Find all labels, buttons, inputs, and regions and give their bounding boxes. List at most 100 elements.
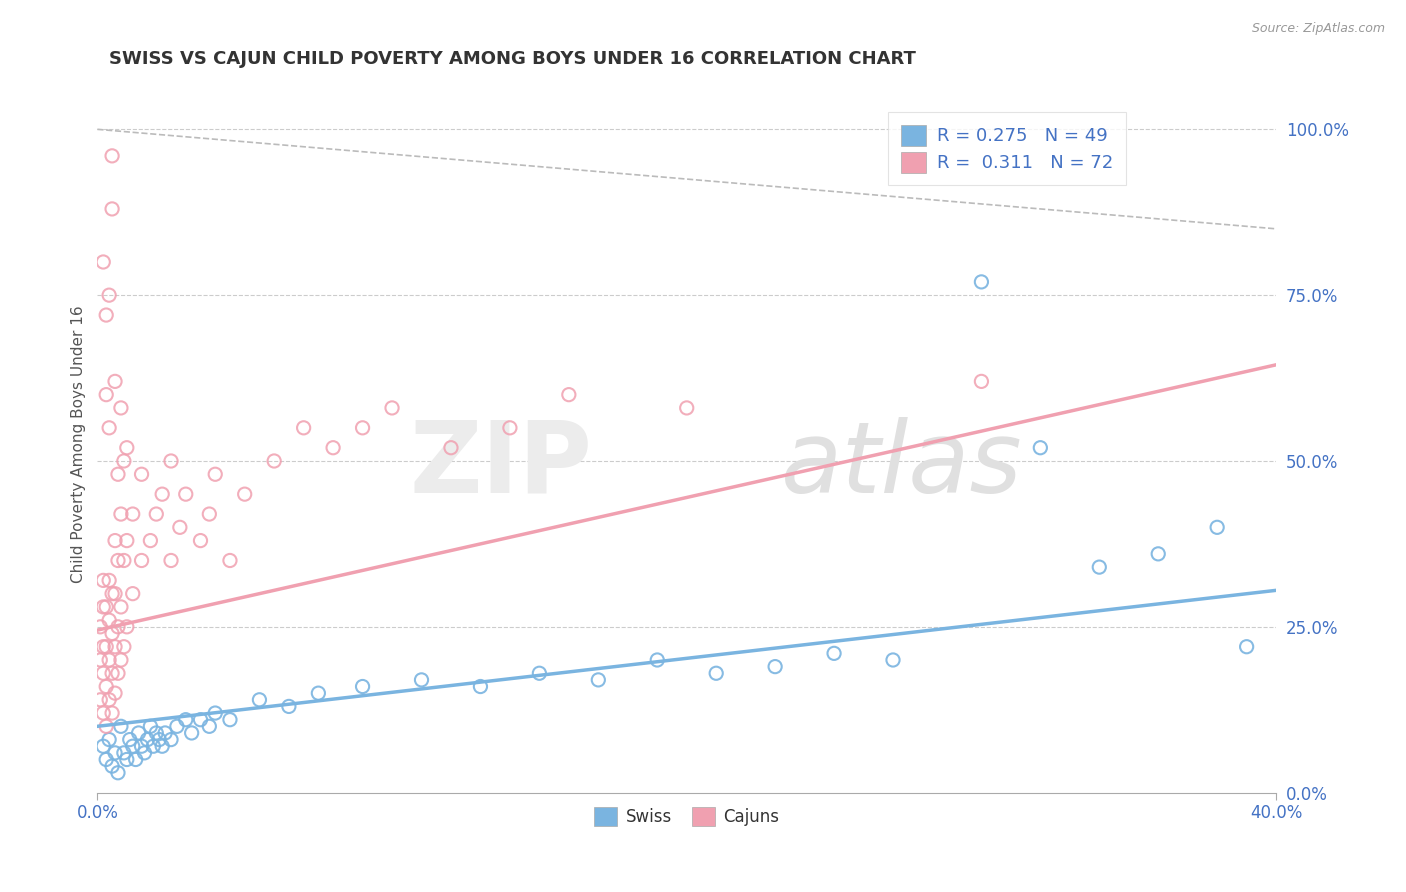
Point (104, 375, 127, 389)
Point (96, 599, 118, 614)
Point (174, 713, 197, 727)
Point (104, 746, 127, 760)
Point (128, 726, 150, 740)
Text: atlas: atlas (780, 417, 1022, 514)
Point (675, 401, 697, 415)
Point (219, 553, 242, 567)
Point (233, 487, 256, 501)
Point (142, 739, 165, 754)
Point (150, 487, 173, 501)
Point (1029, 441, 1052, 455)
Point (131, 553, 153, 567)
Point (107, 553, 129, 567)
Point (110, 719, 132, 733)
Point (101, 587, 124, 601)
Point (91, 640, 114, 654)
Point (139, 719, 162, 733)
Y-axis label: Child Poverty Among Boys Under 16: Child Poverty Among Boys Under 16 (72, 306, 86, 583)
Point (101, 666, 124, 681)
Point (96, 752, 118, 766)
Point (190, 533, 212, 548)
Point (107, 765, 129, 780)
Point (107, 666, 129, 681)
Point (204, 467, 226, 482)
Point (160, 732, 183, 747)
Point (98, 693, 121, 707)
Point (96, 719, 118, 733)
Point (198, 507, 221, 521)
Point (101, 706, 124, 720)
Point (98, 574, 121, 588)
Point (91, 574, 114, 588)
Point (112, 454, 135, 468)
Point (112, 553, 135, 567)
Point (96, 680, 118, 694)
Point (89, 620, 111, 634)
Point (98, 653, 121, 667)
Point (98, 421, 121, 435)
Point (101, 149, 124, 163)
Point (352, 680, 374, 694)
Point (134, 746, 156, 760)
Point (352, 421, 374, 435)
Point (96, 387, 118, 401)
Point (101, 202, 124, 216)
Point (115, 533, 138, 548)
Text: Source: ZipAtlas.com: Source: ZipAtlas.com (1251, 22, 1385, 36)
Point (180, 726, 202, 740)
Point (139, 533, 162, 548)
Point (169, 520, 191, 534)
Point (110, 401, 132, 415)
Point (115, 620, 138, 634)
Point (160, 454, 183, 468)
Text: SWISS VS CAJUN CHILD POVERTY AMONG BOYS UNDER 16 CORRELATION CHART: SWISS VS CAJUN CHILD POVERTY AMONG BOYS … (110, 50, 917, 69)
Point (219, 713, 242, 727)
Point (145, 726, 167, 740)
Point (882, 653, 904, 667)
Point (131, 739, 153, 754)
Point (166, 719, 188, 733)
Point (1206, 520, 1229, 534)
Point (115, 441, 138, 455)
Point (645, 653, 668, 667)
Point (970, 275, 993, 289)
Point (823, 646, 845, 660)
Point (190, 713, 212, 727)
Point (136, 732, 159, 747)
Point (148, 732, 170, 747)
Point (121, 739, 143, 754)
Legend: Swiss, Cajuns: Swiss, Cajuns (588, 800, 786, 833)
Point (249, 693, 271, 707)
Point (98, 613, 121, 627)
Point (110, 507, 132, 521)
Point (110, 599, 132, 614)
Text: ZIP: ZIP (409, 417, 592, 514)
Point (91, 599, 114, 614)
Point (411, 673, 433, 687)
Point (121, 507, 143, 521)
Point (588, 673, 610, 687)
Point (89, 653, 111, 667)
Point (150, 739, 173, 754)
Point (499, 421, 522, 435)
Point (704, 666, 727, 681)
Point (558, 387, 581, 401)
Point (160, 553, 183, 567)
Point (970, 375, 993, 389)
Point (89, 693, 111, 707)
Point (104, 686, 127, 700)
Point (204, 706, 226, 720)
Point (1236, 640, 1258, 654)
Point (322, 441, 344, 455)
Point (263, 454, 285, 468)
Point (104, 587, 127, 601)
Point (104, 640, 127, 654)
Point (98, 732, 121, 747)
Point (118, 732, 141, 747)
Point (198, 719, 221, 733)
Point (470, 680, 492, 694)
Point (277, 699, 299, 714)
Point (112, 746, 135, 760)
Point (292, 421, 315, 435)
Point (91, 255, 114, 269)
